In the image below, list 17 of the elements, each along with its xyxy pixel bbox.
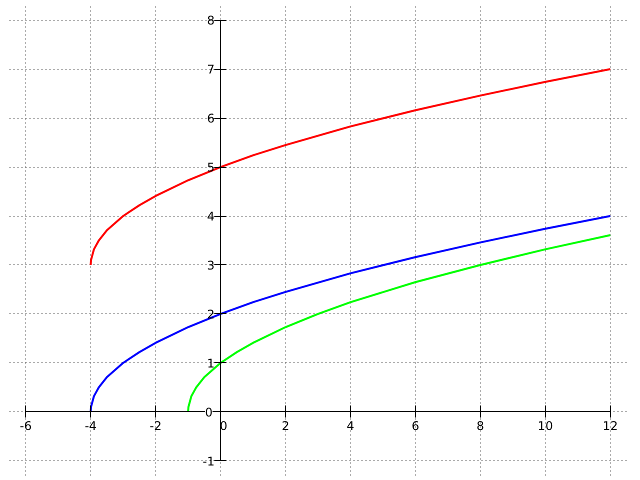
x-tick-label: 2: [282, 418, 290, 433]
x-tick-label: 6: [412, 418, 420, 433]
y-tick-label: -1: [202, 454, 215, 468]
x-tick-label: 12: [602, 418, 618, 433]
y-tick-label: 8: [206, 14, 215, 28]
x-tick-label: 8: [476, 418, 484, 433]
x-tick-label: 4: [346, 418, 354, 433]
y-tick-label: 1: [206, 356, 215, 370]
x-tick-label: -4: [84, 418, 97, 433]
x-tick-label: -6: [20, 418, 32, 433]
y-tick-label: 7: [206, 62, 215, 77]
x-tick-label: -2: [150, 418, 162, 433]
y-tick-label: 4: [206, 210, 215, 224]
y-tick-label: 3: [206, 258, 215, 272]
y-tick-label: 6: [206, 112, 215, 126]
y-tick-label: 0: [204, 405, 213, 420]
x-tick-label: 10: [538, 418, 553, 433]
